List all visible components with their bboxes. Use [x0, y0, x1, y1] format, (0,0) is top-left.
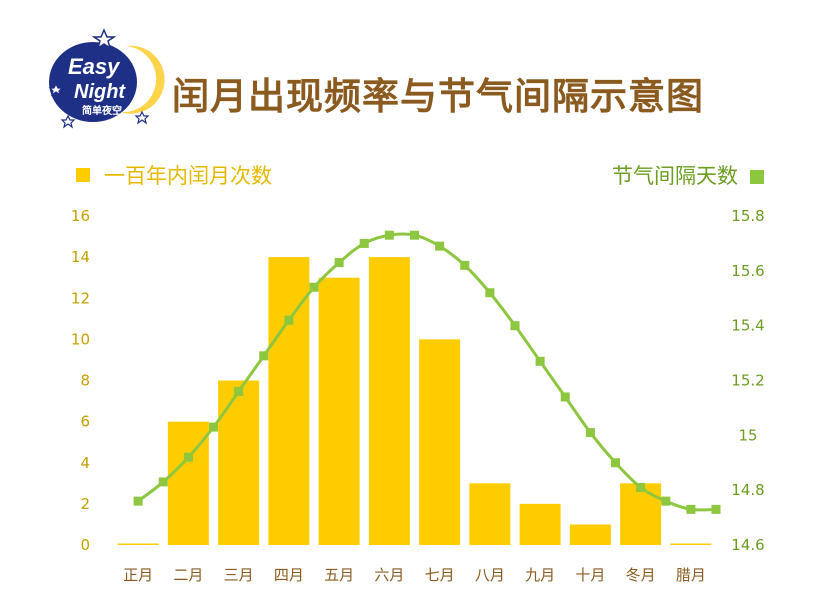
category-label: 四月: [274, 566, 304, 584]
right-axis-tick: 15.6: [731, 262, 764, 280]
category-axis: 正月 二月 三月 四月 五月 六月 七月 八月 九月 十月 冬月 腊月: [123, 566, 706, 584]
bar: [620, 483, 662, 545]
right-axis-tick: 14.6: [731, 536, 764, 554]
svg-text:简单夜空: 简单夜空: [82, 104, 122, 117]
line-point: [661, 496, 671, 506]
line-point: [334, 258, 344, 268]
line-point: [435, 241, 445, 251]
line-point: [209, 422, 218, 432]
category-label: 十月: [575, 566, 605, 584]
right-axis-tick: 15: [738, 426, 757, 444]
left-axis-tick: 10: [71, 330, 90, 348]
line-point: [284, 315, 294, 325]
bar: [117, 543, 159, 545]
line-point: [560, 392, 570, 402]
line-point: [384, 230, 394, 240]
left-axis-tick: 0: [80, 536, 90, 554]
line-series: [133, 230, 721, 514]
line-point: [485, 288, 495, 298]
legend-label-line: 节气间隔天数: [612, 164, 738, 188]
line-point: [460, 260, 470, 270]
easy-night-logo: Easy Night 简单夜空: [48, 28, 165, 129]
category-label: 七月: [425, 566, 455, 584]
line-point: [535, 356, 545, 366]
line-point: [359, 238, 369, 248]
right-axis-tick: 15.2: [731, 372, 764, 390]
left-axis-tick: 6: [80, 413, 90, 431]
category-label: 正月: [123, 566, 153, 584]
bar: [519, 503, 561, 545]
line-point: [585, 428, 595, 438]
chart-title: 闰月出现频率与节气间隔示意图: [172, 75, 704, 118]
left-axis-tick: 4: [80, 454, 90, 472]
bar: [318, 277, 360, 545]
line-point: [234, 386, 244, 396]
left-axis-tick: 8: [80, 372, 90, 390]
line-point: [711, 504, 721, 514]
bars: [117, 257, 712, 545]
category-label: 腊月: [676, 566, 706, 584]
category-label: 八月: [475, 566, 505, 584]
category-label: 九月: [525, 566, 555, 584]
category-label: 冬月: [626, 566, 656, 584]
bar: [218, 380, 260, 545]
svg-text:Night: Night: [74, 81, 126, 103]
bar: [268, 257, 310, 545]
line-point: [410, 230, 419, 240]
legend: 一百年内闰月次数 节气间隔天数: [76, 164, 764, 188]
right-axis-tick: 15.4: [731, 317, 764, 335]
legend-swatch-bar: [76, 168, 90, 182]
bar: [368, 257, 410, 545]
line-point: [183, 452, 193, 462]
left-axis-tick: 16: [71, 207, 90, 225]
category-label: 六月: [374, 566, 404, 584]
right-axis-tick: 14.8: [731, 481, 764, 499]
bar: [469, 483, 511, 545]
right-axis-tick: 15.8: [731, 207, 764, 225]
line-point: [158, 477, 168, 487]
left-axis-tick: 14: [71, 248, 90, 266]
line-point: [133, 496, 143, 506]
line-point: [636, 482, 646, 492]
line-point: [259, 351, 269, 361]
left-axis-tick: 2: [80, 495, 90, 513]
bar: [670, 543, 712, 545]
category-label: 五月: [324, 566, 354, 584]
category-label: 三月: [224, 566, 254, 584]
legend-label-bar: 一百年内闰月次数: [104, 164, 272, 188]
line-point: [686, 504, 696, 514]
line-point: [309, 282, 319, 292]
line-point: [510, 321, 520, 331]
bar: [569, 524, 611, 545]
category-label: 二月: [173, 566, 203, 584]
right-axis: 14.6 14.8 15 15.2 15.4 15.6 15.8: [731, 207, 764, 554]
left-axis-tick: 12: [71, 289, 90, 307]
line-point: [611, 458, 620, 468]
legend-swatch-line: [750, 170, 764, 184]
left-axis: 0 2 4 6 8 10 12 14 16: [71, 207, 90, 554]
svg-text:Easy: Easy: [68, 54, 121, 79]
bar: [419, 339, 461, 545]
